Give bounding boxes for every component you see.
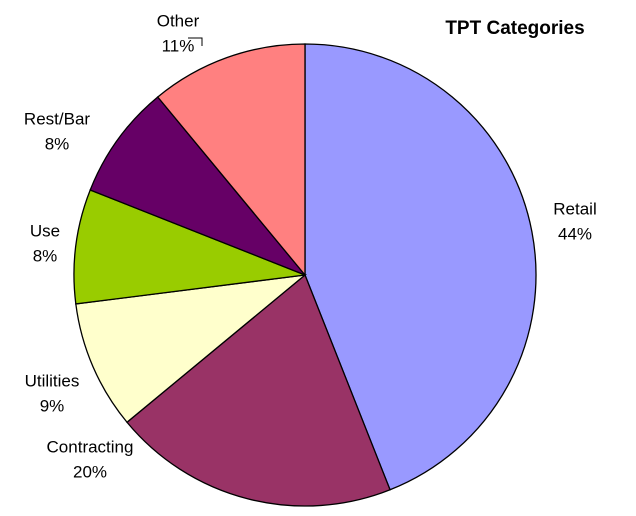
slice-value-label: 11% (162, 36, 195, 55)
slice-label: Rest/Bar (24, 109, 90, 128)
slice-value-label: 20% (73, 462, 107, 481)
slice-value-label: 44% (558, 224, 592, 243)
pie-slice (75, 274, 308, 424)
slice-label: Retail (553, 199, 596, 218)
slice-label: Contracting (47, 437, 134, 456)
pie-slice (73, 189, 306, 305)
slice-label: Use (30, 221, 60, 240)
leader-line (188, 37, 203, 46)
slice-value-label: 8% (33, 246, 58, 265)
pie-slice (304, 43, 537, 491)
pie-slice (156, 43, 306, 277)
pie-slice (89, 96, 306, 276)
slice-label: Other (157, 11, 200, 30)
chart-title: TPT Categories (445, 18, 584, 39)
slice-label: Utilities (25, 371, 80, 390)
slice-value-label: 9% (40, 396, 65, 415)
pie-slice (126, 273, 391, 507)
slice-value-label: 8% (45, 134, 70, 153)
